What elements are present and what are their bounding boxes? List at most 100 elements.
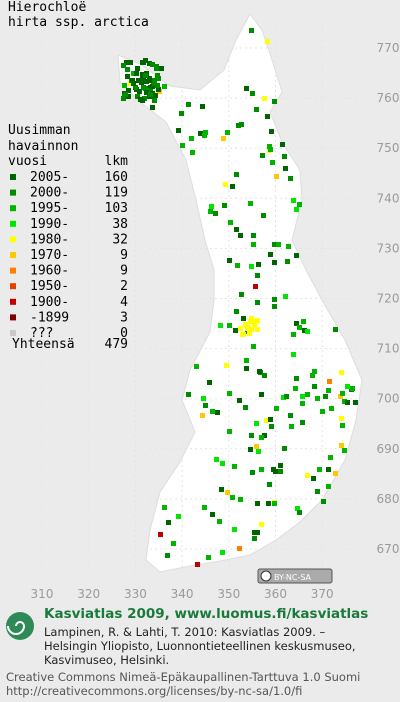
square [143,58,148,63]
legend-swatch [10,174,16,180]
square [222,203,227,208]
square [131,81,136,86]
square [272,260,277,265]
square [264,418,269,423]
square [265,39,270,44]
x-coordinate-label: 320 [77,587,100,601]
square [152,81,157,86]
legend-count: 0 [120,326,128,341]
legend-label: 1900- [30,295,69,310]
square [320,409,325,414]
square [235,263,240,268]
square [255,501,260,506]
square [249,433,254,438]
square [228,220,233,225]
square [268,147,273,152]
square [326,388,331,393]
square [171,541,176,546]
square [288,413,293,418]
square [144,90,149,95]
square [266,501,271,506]
legend-count: 119 [105,186,128,201]
square [248,201,253,206]
square [291,352,296,357]
square [150,62,155,67]
square [317,467,322,472]
square [311,476,316,481]
square [176,514,181,519]
square [278,469,283,474]
square [155,83,160,88]
square [135,94,140,99]
square [254,444,259,449]
square [133,85,138,90]
y-coordinate-label: 760 [377,91,400,105]
square [256,262,261,267]
square [305,473,310,478]
square [147,61,152,66]
square [217,519,222,524]
legend-swatch [10,314,16,321]
square [267,144,272,149]
square [272,304,277,309]
legend-swatch [10,189,16,196]
square [189,136,194,141]
square [301,319,306,324]
square [125,74,130,79]
legend-heading: havainnon [8,139,78,154]
square [254,421,259,426]
legend-label: -1899 [30,310,69,325]
square [328,455,333,460]
square [291,332,296,337]
square [274,406,279,411]
logo [6,612,34,640]
square [152,98,157,103]
square [201,396,206,401]
square [272,297,277,302]
square [241,316,246,321]
logo-spiral [7,621,26,635]
square [126,94,131,99]
square [121,63,126,68]
square [272,99,277,104]
y-coordinate-label: 690 [377,442,400,456]
square [255,327,260,332]
square [122,83,127,88]
square [227,323,232,328]
square [218,323,223,328]
square [233,328,238,333]
square [239,292,244,297]
square [254,107,259,112]
square [294,321,299,326]
x-coordinate-label: 370 [311,587,334,601]
square [345,384,350,389]
square [294,376,299,381]
total-value: 479 [105,337,128,352]
square [259,435,264,440]
square [345,400,350,405]
square [340,423,345,428]
square [323,394,328,399]
square [281,395,286,400]
square [194,364,199,369]
square [339,370,344,375]
square [234,227,239,232]
legend-count: 3 [120,310,128,325]
square [280,142,285,147]
y-coordinate-label: 670 [377,542,400,556]
square [237,546,242,551]
square [210,409,215,414]
square [190,150,195,155]
square [269,424,274,429]
square [162,505,167,510]
y-coordinate-label: 710 [377,342,400,356]
square [274,174,279,179]
square [243,322,248,327]
square [282,446,287,451]
square [150,105,155,110]
square [200,413,205,418]
square [128,81,133,86]
square [249,264,254,269]
legend-count: 38 [112,217,128,232]
